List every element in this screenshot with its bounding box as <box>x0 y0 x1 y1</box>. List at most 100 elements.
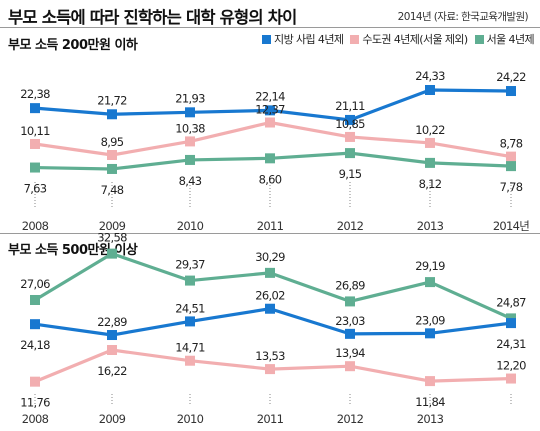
data-label-local_private: 24,18 <box>20 338 50 352</box>
data-label-local_private: 24,51 <box>175 301 205 315</box>
data-point-local_private <box>265 303 275 314</box>
page-title: 부모 소득에 따라 진학하는 대학 유형의 차이 <box>8 8 297 27</box>
data-point-local_private <box>185 107 195 118</box>
data-point-seoul <box>30 294 40 305</box>
data-label-local_private: 23,09 <box>415 313 445 327</box>
data-label-seoul: 29,37 <box>175 258 205 272</box>
legend-item-seoul: 서울 4년제 <box>474 31 535 47</box>
x-tick-label: 2010 <box>177 219 204 233</box>
data-point-local_private <box>345 114 355 125</box>
data-point-local_private <box>30 319 40 330</box>
data-label-seoul: 8,12 <box>419 177 442 191</box>
data-point-seoul <box>30 162 40 173</box>
data-point-metro <box>185 355 195 366</box>
legend-swatch-local-private <box>262 34 272 44</box>
data-point-local_private <box>345 328 355 339</box>
data-label-metro: 10,85 <box>335 117 365 131</box>
data-label-metro: 10,11 <box>20 124 50 138</box>
data-point-local_private <box>425 85 435 95</box>
data-label-local_private: 21,93 <box>175 91 205 105</box>
data-point-metro <box>345 131 355 142</box>
data-point-seoul <box>107 163 117 174</box>
panel-title-high-income: 부모 소득 500만원 이상 <box>8 243 138 258</box>
data-point-local_private <box>265 105 275 116</box>
data-point-seoul <box>185 154 195 165</box>
x-tick-label: 2009 <box>99 412 126 426</box>
x-tick-label: 2011 <box>257 412 284 426</box>
data-point-metro <box>30 376 40 387</box>
data-label-seoul: 7,63 <box>24 182 47 196</box>
data-label-local_private: 24,22 <box>496 70 526 84</box>
legend: 지방 사립 4년제 수도권 4년제(서울 제외) 서울 4년제 <box>262 31 535 47</box>
legend-item-metro: 수도권 4년제(서울 제외) <box>350 31 468 47</box>
x-tick-label: 2014년 <box>493 219 529 233</box>
data-label-local_private: 22,89 <box>97 315 127 329</box>
data-label-metro: 10,38 <box>175 121 205 135</box>
data-point-metro <box>185 136 195 147</box>
data-label-seoul: 24,87 <box>496 295 526 309</box>
data-point-local_private <box>506 86 516 97</box>
data-label-metro: 12,20 <box>496 359 526 373</box>
data-label-metro: 8,78 <box>500 137 523 151</box>
legend-swatch-seoul <box>474 34 484 44</box>
data-point-seoul <box>345 148 355 159</box>
x-tick-label: 2012 <box>337 412 364 426</box>
x-tick-label: 2008 <box>22 219 49 233</box>
data-label-local_private: 21,11 <box>335 99 365 113</box>
legend-label-local-private: 지방 사립 4년제 <box>274 33 344 46</box>
data-label-seoul: 27,06 <box>20 277 50 291</box>
data-point-local_private <box>30 103 40 114</box>
data-point-local_private <box>425 328 435 339</box>
data-point-metro <box>506 151 516 162</box>
data-point-local_private <box>107 109 117 120</box>
data-label-local_private: 26,02 <box>255 289 285 303</box>
data-label-metro: 13,53 <box>255 349 285 363</box>
data-point-metro <box>506 373 516 384</box>
data-point-local_private <box>185 316 195 327</box>
data-point-seoul <box>425 157 435 168</box>
data-label-local_private: 22,38 <box>20 87 50 101</box>
data-label-metro: 11,76 <box>20 396 50 410</box>
x-tick-label: 2011 <box>257 219 284 233</box>
data-label-seoul: 30,29 <box>255 250 285 264</box>
legend-label-metro: 수도권 4년제(서울 제외) <box>362 33 468 46</box>
data-label-seoul: 32,58 <box>97 231 127 245</box>
data-label-seoul: 7,78 <box>500 180 523 194</box>
data-label-seoul: 26,89 <box>335 278 365 292</box>
data-point-metro <box>265 117 275 128</box>
data-label-seoul: 8,60 <box>259 172 282 186</box>
legend-label-seoul: 서울 4년제 <box>486 33 535 46</box>
panel-divider <box>0 233 540 234</box>
data-point-seoul <box>185 275 195 286</box>
panel-title-low-income: 부모 소득 200만원 이하 <box>8 38 138 53</box>
data-point-local_private <box>107 330 117 341</box>
data-label-local_private: 24,33 <box>415 69 445 83</box>
x-tick-label: 2009 <box>99 219 126 233</box>
data-label-local_private: 21,72 <box>97 93 127 107</box>
data-label-metro: 16,22 <box>97 364 127 378</box>
data-point-metro <box>265 364 275 375</box>
data-label-metro: 14,71 <box>175 341 205 355</box>
data-label-seoul: 29,19 <box>415 259 445 273</box>
data-label-local_private: 22,14 <box>255 89 285 103</box>
data-label-metro: 11,84 <box>415 395 445 409</box>
data-label-metro: 10,22 <box>415 123 445 137</box>
data-point-seoul <box>345 296 355 307</box>
data-point-metro <box>107 150 117 160</box>
data-point-seoul <box>265 267 275 278</box>
x-tick-label: 2013 <box>417 412 444 426</box>
data-label-local_private: 23,03 <box>335 314 365 328</box>
title-divider <box>0 27 540 28</box>
data-label-metro: 8,95 <box>101 135 124 149</box>
legend-item-local-private: 지방 사립 4년제 <box>262 31 344 47</box>
source-note: 2014년 (자료: 한국교육개발원) <box>397 11 529 23</box>
legend-swatch-metro <box>350 34 360 44</box>
data-point-seoul <box>107 248 117 259</box>
data-label-seoul: 7,48 <box>101 183 124 197</box>
data-label-metro: 12,37 <box>255 103 285 117</box>
data-label-metro: 13,94 <box>335 346 365 360</box>
data-point-seoul <box>506 161 516 172</box>
data-point-seoul <box>425 277 435 288</box>
